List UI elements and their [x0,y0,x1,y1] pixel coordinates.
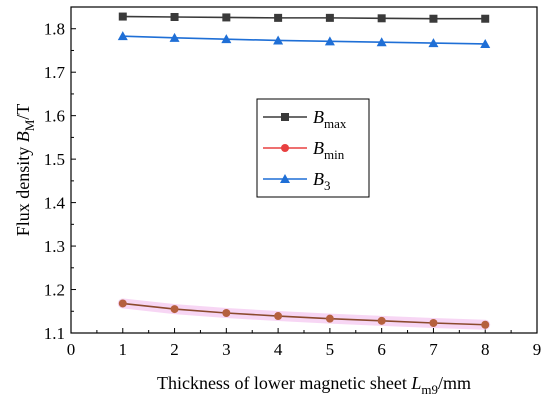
data-point [221,34,232,44]
axis-labels: Thickness of lower magnetic sheet Lm9/mm… [13,104,471,397]
legend: Bmax Bmin B3 [256,98,370,198]
axes: 0 1 2 3 4 5 6 7 8 9 1.1 1.2 1.3 1.4 1.5 1.6 1.7 1.8 [44,6,542,359]
x-axis-label: Thickness of lower magnetic sheet Lm9/mm [157,373,471,397]
series-max [118,12,490,23]
x-tick-label: 9 [533,340,542,359]
y-tick-label: 1.8 [44,20,65,39]
data-point [325,314,334,323]
data-point [428,38,439,48]
x-tick-label: 4 [274,340,283,359]
data-point [429,14,438,23]
y-tick-label: 1.3 [44,237,65,256]
x-tick-label: 1 [119,340,128,359]
data-point [273,35,284,45]
x-tick-label: 2 [170,340,179,359]
series-line [122,35,486,45]
legend-marker [280,174,290,183]
x-tick-label: 3 [222,340,231,359]
y-tick-label: 1.2 [44,281,65,300]
data-point [377,316,386,325]
series-line [122,15,486,20]
legend-label: Bmax [313,107,347,131]
x-tick-label: 7 [429,340,438,359]
data-point [222,309,231,318]
x-tick-label: 6 [377,340,386,359]
data-point [274,312,283,321]
data-point [480,38,491,48]
data-point [118,299,127,308]
y-tick-label: 1.6 [44,107,65,126]
y-axis-label: Flux density BM/T [13,104,37,237]
legend-label: B3 [313,169,331,193]
legend-entry-max: Bmax [263,107,347,131]
data-point [429,319,438,328]
legend-label: Bmin [313,138,345,162]
data-point [117,31,128,41]
y-tick-label: 1.7 [44,63,66,82]
x-tick-label: 5 [326,340,335,359]
data-point [481,14,490,23]
series-3 [117,31,491,48]
data-point [222,13,231,22]
series-layer [117,12,491,330]
data-point [274,13,283,22]
legend-marker [281,113,289,121]
legend-entry-3: B3 [263,169,331,193]
data-point [481,320,490,329]
x-tick-label: 8 [481,340,490,359]
legend-entry-min: Bmin [263,138,345,162]
legend-marker [281,144,289,152]
data-point [376,37,387,47]
y-tick-label: 1.1 [44,324,65,343]
data-point [118,12,127,21]
data-point [377,14,386,23]
data-point [170,12,179,21]
x-tick-label: 0 [67,340,76,359]
data-point [170,305,179,314]
y-tick-label: 1.5 [44,150,65,169]
data-point [324,36,335,46]
series-min [117,298,491,330]
y-tick-label: 1.4 [44,194,66,213]
data-point [325,13,334,22]
series-line [122,302,486,326]
data-point [169,32,180,42]
